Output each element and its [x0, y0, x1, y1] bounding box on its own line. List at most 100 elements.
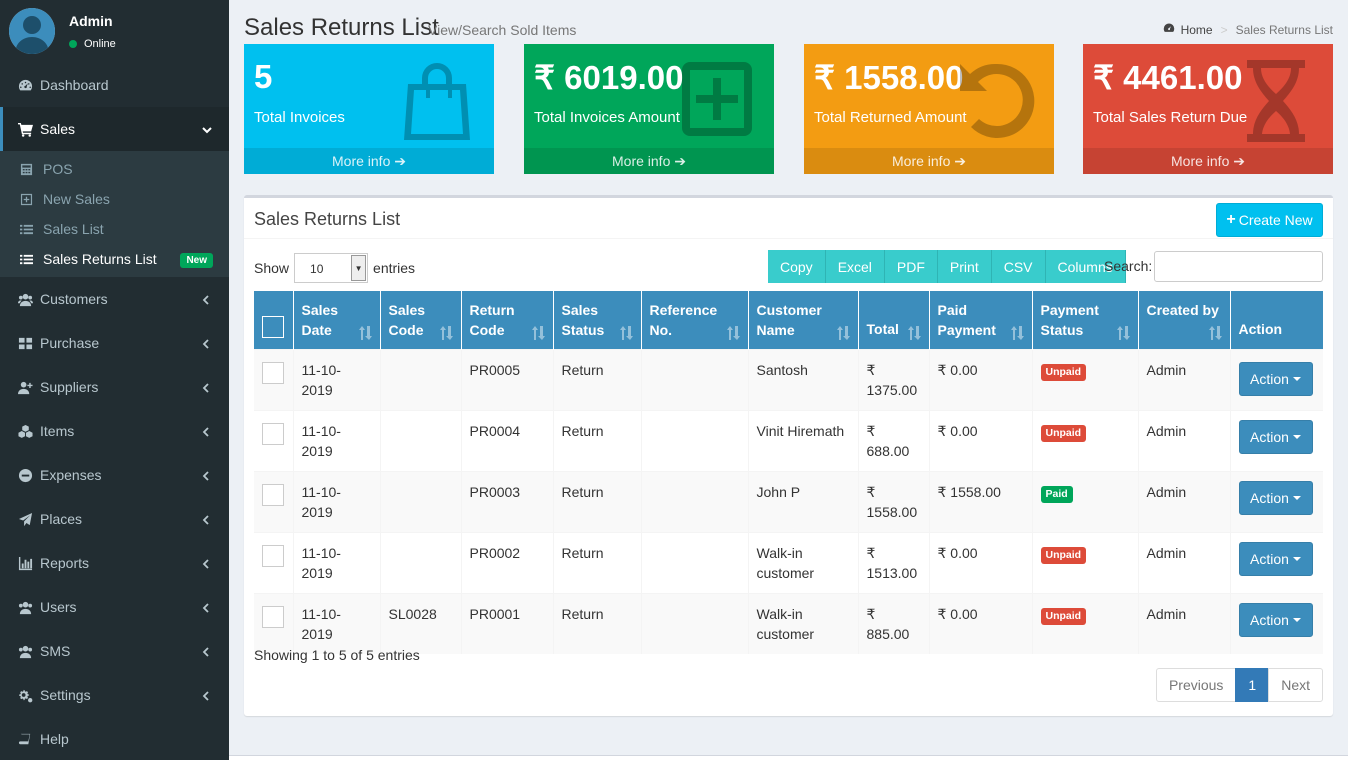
status-badge: Unpaid — [1040, 546, 1087, 564]
sidebar-item-expenses[interactable]: Expenses — [0, 453, 229, 497]
pdf-button[interactable]: PDF — [884, 250, 938, 283]
column-header[interactable]: Paid Payment — [929, 291, 1033, 349]
status-badge: Unpaid — [1040, 424, 1087, 442]
breadcrumb-home[interactable]: Home — [1180, 22, 1213, 37]
plus-icon: + — [1226, 211, 1236, 228]
previous-page-button[interactable]: Previous — [1155, 668, 1237, 702]
excel-button[interactable]: Excel — [825, 250, 885, 283]
users-icon — [17, 291, 33, 307]
sidebar-item-items[interactable]: Items — [0, 409, 229, 453]
sidebar-subitem-pos[interactable]: POS — [0, 154, 229, 184]
next-page-button[interactable]: Next — [1268, 668, 1323, 702]
page-subtitle: View/Search Sold Items — [428, 22, 577, 38]
columns-button[interactable]: Columns — [1045, 250, 1126, 283]
cell-customer: Santosh — [748, 348, 859, 410]
sidebar-item-suppliers[interactable]: Suppliers — [0, 365, 229, 409]
chevron-left-icon — [202, 293, 210, 305]
cell-sales-code — [380, 470, 462, 532]
sidebar-item-places[interactable]: Places — [0, 497, 229, 541]
sidebar-subitem-sales-list[interactable]: Sales List — [0, 214, 229, 244]
cell-created-by: Admin — [1138, 531, 1231, 593]
row-checkbox[interactable] — [262, 422, 284, 445]
column-header[interactable]: Sales Code — [380, 291, 462, 349]
column-header[interactable]: Created by — [1138, 291, 1231, 349]
column-header[interactable]: Sales Date — [293, 291, 381, 349]
stat-box-total-invoices: 5 Total Invoices More info ➔ — [244, 44, 494, 174]
sidebar-item-purchase[interactable]: Purchase — [0, 321, 229, 365]
arrow-circle-right-icon: ➔ — [954, 153, 966, 169]
action-dropdown-button[interactable]: Action — [1238, 361, 1313, 396]
list-icon — [20, 252, 34, 266]
chevron-left-icon — [202, 601, 210, 613]
pagination: Previous 1 Next — [1155, 668, 1323, 702]
action-dropdown-button[interactable]: Action — [1238, 541, 1313, 576]
chevron-left-icon — [202, 645, 210, 657]
box-title: Sales Returns List — [254, 209, 401, 229]
chevron-left-icon — [202, 337, 210, 349]
column-header[interactable]: Return Code — [461, 291, 554, 349]
cell-created-by: Admin — [1138, 409, 1231, 471]
sidebar-item-users[interactable]: Users — [0, 585, 229, 629]
row-checkbox[interactable] — [262, 361, 284, 384]
sort-icon — [619, 325, 633, 340]
plus-square-icon — [20, 192, 34, 206]
action-dropdown-button[interactable]: Action — [1238, 419, 1313, 454]
search-label: Search: — [1104, 258, 1153, 274]
more-info-link[interactable]: More info ➔ — [524, 148, 774, 174]
new-badge: New — [180, 253, 213, 268]
cell-action: Action — [1230, 348, 1323, 410]
search-input[interactable] — [1154, 251, 1323, 282]
more-info-link[interactable]: More info ➔ — [1083, 148, 1333, 174]
sidebar-item-sales[interactable]: Sales — [0, 107, 229, 151]
status-badge: Paid — [1040, 485, 1073, 503]
sidebar-item-label: Customers — [40, 291, 108, 307]
page-title: Sales Returns List — [244, 14, 439, 41]
sidebar-item-label: Reports — [40, 555, 90, 571]
cell-payment-status: Unpaid — [1032, 409, 1139, 471]
column-header[interactable]: Sales Status — [553, 291, 642, 349]
page-1-button[interactable]: 1 — [1235, 668, 1270, 702]
cell-return-code: PR0001 — [461, 592, 554, 654]
stat-value: ₹ 4461.00 — [1093, 59, 1243, 96]
sidebar-item-label: Places — [40, 511, 83, 527]
print-button[interactable]: Print — [937, 250, 992, 283]
minus-circle-icon — [17, 467, 33, 483]
cell-paid: ₹ 0.00 — [929, 348, 1033, 410]
row-checkbox[interactable] — [262, 483, 284, 506]
column-header[interactable]: Customer Name — [748, 291, 859, 349]
action-dropdown-button[interactable]: Action — [1238, 602, 1313, 637]
create-new-button[interactable]: + Create New — [1216, 203, 1323, 237]
sidebar-item-settings[interactable]: Settings — [0, 673, 229, 717]
column-header[interactable]: Reference No. — [641, 291, 749, 349]
action-dropdown-button[interactable]: Action — [1238, 480, 1313, 515]
sidebar-subitem-label: POS — [43, 161, 73, 177]
user-panel: Admin Online — [0, 0, 229, 63]
sidebar-subitem-sales-returns-list[interactable]: Sales Returns List New — [0, 244, 229, 274]
users-icon — [17, 643, 33, 659]
sidebar-item-customers[interactable]: Customers — [0, 277, 229, 321]
column-header[interactable]: Total — [858, 291, 930, 349]
cell-sales-code: SL0028 — [380, 592, 462, 654]
more-info-link[interactable]: More info ➔ — [244, 148, 494, 174]
caret-down-icon — [1292, 434, 1301, 439]
cell-sales-date: 11-10-2019 — [293, 592, 381, 654]
chevron-left-icon — [202, 689, 210, 701]
column-header[interactable]: Payment Status — [1032, 291, 1139, 349]
cell-sales-date: 11-10-2019 — [293, 470, 381, 532]
sidebar-item-dashboard[interactable]: Dashboard — [0, 63, 229, 107]
sidebar-subitem-new-sales[interactable]: New Sales — [0, 184, 229, 214]
sidebar-item-help[interactable]: Help — [0, 717, 229, 760]
csv-button[interactable]: CSV — [991, 250, 1046, 283]
row-checkbox[interactable] — [262, 605, 284, 628]
copy-button[interactable]: Copy — [768, 250, 826, 283]
sidebar-item-reports[interactable]: Reports — [0, 541, 229, 585]
select-all-checkbox[interactable] — [262, 316, 284, 338]
more-info-link[interactable]: More info ➔ — [804, 148, 1054, 174]
cogs-icon — [17, 687, 33, 703]
sidebar-item-sms[interactable]: SMS — [0, 629, 229, 673]
row-checkbox[interactable] — [262, 544, 284, 567]
chevron-left-icon — [202, 557, 210, 569]
user-status-text: Online — [84, 38, 116, 50]
page-length-select[interactable]: 10 ▼ — [294, 253, 369, 283]
row-select — [254, 592, 294, 654]
